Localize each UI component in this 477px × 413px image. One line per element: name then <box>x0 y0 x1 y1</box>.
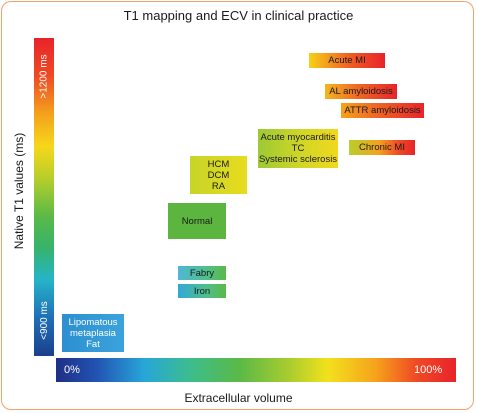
diagram-title: T1 mapping and ECV in clinical practice <box>123 8 354 23</box>
condition-label: HCM <box>207 158 230 170</box>
condition-chronic-mi: Chronic MI <box>349 140 415 155</box>
condition-label: AL amyloidosis <box>329 86 393 97</box>
x-axis-gradient-bar <box>56 358 456 382</box>
condition-al-amyloidosis: AL amyloidosis <box>325 84 397 99</box>
condition-normal: Normal <box>168 203 226 239</box>
condition-acute-mi: Acute MI <box>309 53 385 68</box>
condition-label: Iron <box>193 285 211 297</box>
y-axis-label: Native T1 values (ms) <box>12 132 26 250</box>
condition-attr-amyloidosis: ATTR amyloidosis <box>341 103 424 118</box>
condition-label: DCM <box>207 169 230 181</box>
condition-fabry: Fabry <box>178 266 226 280</box>
condition-label: TC <box>291 143 305 154</box>
x-axis-right-tick: 100% <box>414 364 443 376</box>
y-axis-top-tick-label: >1200 ms <box>38 53 50 99</box>
condition-label: Normal <box>181 215 213 227</box>
condition-label: Acute myocarditis <box>260 132 336 143</box>
condition-acute-myocarditis-group: Acute myocarditis TC Systemic sclerosis <box>258 129 338 168</box>
condition-label: Systemic sclerosis <box>258 154 338 165</box>
condition-label: Fat <box>86 338 100 350</box>
condition-label: metaplasia <box>70 327 116 339</box>
condition-label: Chronic MI <box>359 142 405 153</box>
condition-label: Fabry <box>189 267 215 279</box>
condition-label: RA <box>211 180 226 192</box>
condition-lipomatous-group: Lipomatous metaplasia Fat <box>62 314 124 352</box>
x-axis-left-tick: 0% <box>64 364 80 376</box>
condition-label: Acute MI <box>328 55 366 66</box>
condition-iron: Iron <box>178 284 226 298</box>
x-axis-label: Extracellular volume <box>184 391 293 405</box>
y-axis-gradient-bar <box>34 38 54 356</box>
condition-label: Lipomatous <box>68 316 118 328</box>
y-axis-bottom-tick: <900 ms <box>34 300 54 340</box>
y-axis-bottom-tick-label: <900 ms <box>38 300 50 340</box>
condition-label: ATTR amyloidosis <box>344 105 421 116</box>
condition-hcm-group: HCM DCM RA <box>190 156 247 194</box>
y-axis-top-tick: >1200 ms <box>34 53 54 99</box>
